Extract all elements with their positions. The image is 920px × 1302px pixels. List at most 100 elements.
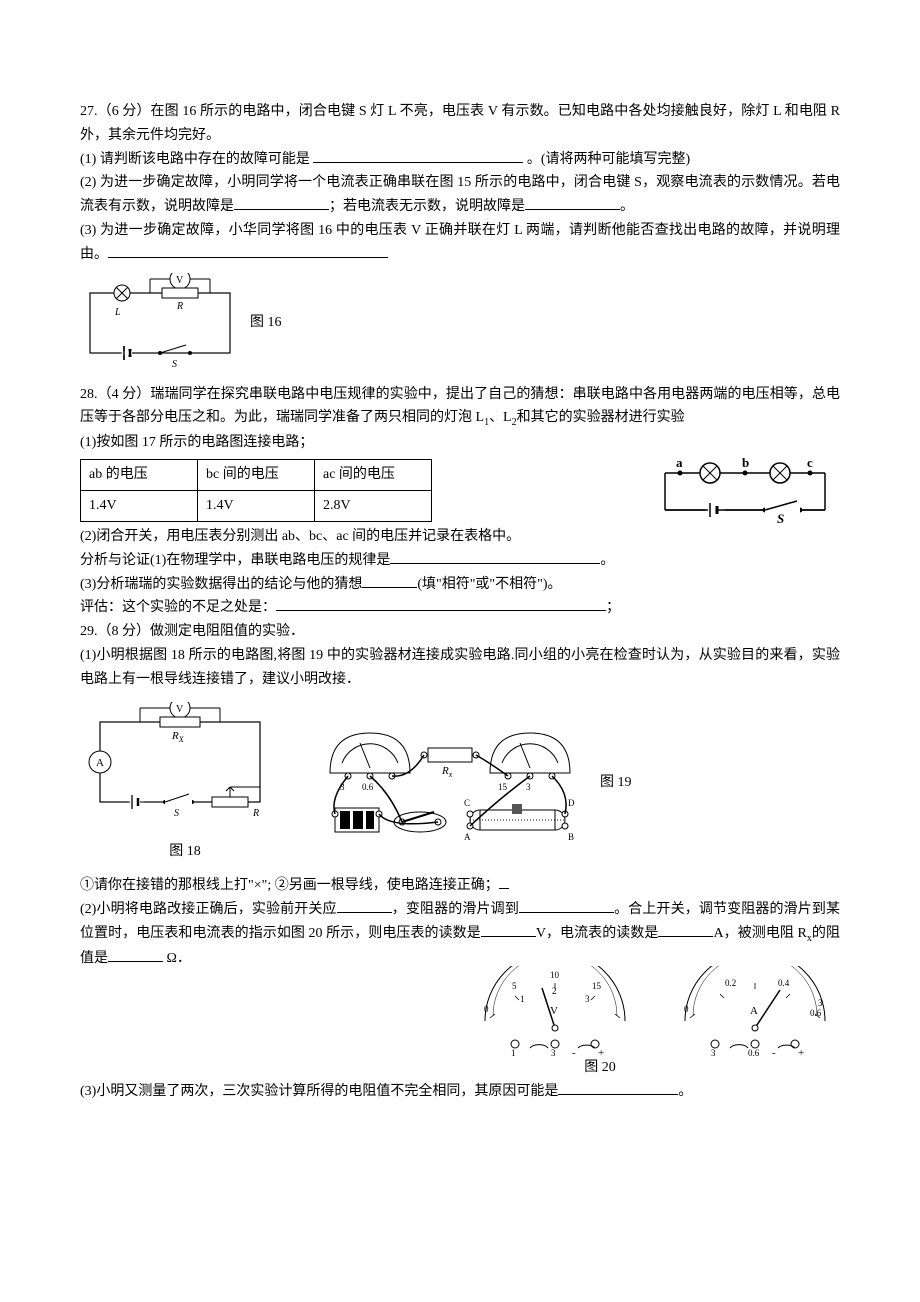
q27-p2-blank1[interactable] xyxy=(234,195,329,210)
q29-p2-d: V，电流表的读数是 xyxy=(536,926,659,941)
fig18-caption: 图 18 xyxy=(90,840,280,864)
q29-p2-blank1[interactable] xyxy=(337,898,392,913)
q27-stem: 27.（6 分）在图 16 所示的电路中，闭合电键 S 灯 L 不亮，电压表 V… xyxy=(80,100,840,148)
fig19-caption: 图 19 xyxy=(600,771,632,795)
svg-text:C: C xyxy=(464,798,470,808)
q28-p5: 评估：这个实验的不足之处是：； xyxy=(80,596,840,620)
table-header-bc: bc 间的电压 xyxy=(198,459,315,490)
q27-p1-blank[interactable] xyxy=(313,148,523,163)
svg-text:10: 10 xyxy=(550,970,560,980)
q29-p2-g: Ω． xyxy=(163,951,191,966)
q29-p2-blank2[interactable] xyxy=(519,898,614,913)
q28-table: ab 的电压 bc 间的电压 ac 间的电压 1.4V 1.4V 2.8V xyxy=(80,459,432,522)
q27-figure-row: L V R S xyxy=(80,273,840,373)
svg-text:R: R xyxy=(252,808,259,819)
svg-text:D: D xyxy=(568,798,575,808)
q29-p1b-blank[interactable] xyxy=(499,874,509,889)
svg-text:1: 1 xyxy=(520,994,525,1004)
q27-part1: (1) 请判断该电路中存在的故障可能是 。(请将两种可能填写完整) xyxy=(80,148,840,172)
svg-text:+: + xyxy=(798,1047,804,1056)
svg-text:V: V xyxy=(176,704,184,715)
svg-text:3: 3 xyxy=(585,994,590,1004)
q29-p2-e: A，被测电阻 R xyxy=(713,926,806,941)
table-header-ac: ac 间的电压 xyxy=(315,459,432,490)
q27-p2-blank2[interactable] xyxy=(525,195,620,210)
q29-p3-lead: (3)小明又测量了两次，三次实验计算所得的电阻值不完全相同，其原因可能是 xyxy=(80,1084,558,1099)
q28-stem-c: 和其它的实验器材进行实验 xyxy=(517,410,685,425)
q28-stem-b: 、L xyxy=(489,410,512,425)
svg-text:a: a xyxy=(676,455,683,470)
q28-p3: 分析与论证(1)在物理学中，串联电路电压的规律是。 xyxy=(80,549,840,573)
svg-text:0: 0 xyxy=(484,1004,489,1014)
circuit-fig18: V RX A S R xyxy=(80,702,280,832)
svg-text:5: 5 xyxy=(512,981,517,991)
q28-p4-blank[interactable] xyxy=(362,573,417,588)
circuit-fig17: a b c S xyxy=(650,455,840,525)
q29-p2-b: ，变阻器的滑片调到 xyxy=(392,902,519,917)
q29-stem: 29.（8 分）做测定电阻阻值的实验． xyxy=(80,620,840,644)
q29-meters: 0 5 10 1 2 15 3 V 1 3 - + 0 xyxy=(80,966,840,1056)
svg-text:S: S xyxy=(174,808,179,819)
svg-text:+: + xyxy=(598,1047,604,1056)
fig16-caption: 图 16 xyxy=(250,311,282,335)
table-row: ab 的电压 bc 间的电压 ac 间的电压 xyxy=(81,459,432,490)
svg-text:0: 0 xyxy=(684,1004,689,1014)
svg-text:0.6: 0.6 xyxy=(810,1008,822,1018)
svg-text:-: - xyxy=(772,1047,776,1056)
table-cell-ac: 2.8V xyxy=(315,490,432,521)
circuit-fig16: L V R S xyxy=(80,273,240,373)
svg-text:A: A xyxy=(750,1005,758,1017)
svg-text:b: b xyxy=(742,455,749,470)
svg-text:0.6: 0.6 xyxy=(748,1048,760,1056)
svg-text:1: 1 xyxy=(511,1048,516,1056)
svg-text:RX: RX xyxy=(171,730,185,744)
q27-p2-mid: ；若电流表无示数，说明故障是 xyxy=(329,199,525,214)
svg-text:0.4: 0.4 xyxy=(778,978,790,988)
q28-p1: (1)按如图 17 所示的电路图连接电路； xyxy=(80,431,840,455)
fig20-caption: 图 20 xyxy=(360,1056,840,1080)
q28-row: ab 的电压 bc 间的电压 ac 间的电压 1.4V 1.4V 2.8V a … xyxy=(80,455,840,525)
svg-text:A: A xyxy=(464,832,471,842)
svg-text:0.2: 0.2 xyxy=(725,978,736,988)
svg-text:15: 15 xyxy=(498,782,508,792)
q29-p2-blank4[interactable] xyxy=(658,922,713,937)
q29-p3-blank[interactable] xyxy=(558,1080,678,1095)
svg-text:V: V xyxy=(176,275,184,286)
q29-p2: (2)小明将电路改接正确后，实验前开关应，变阻器的滑片调到。合上开关，调节变阻器… xyxy=(80,898,840,970)
table-cell-bc: 1.4V xyxy=(198,490,315,521)
q28-p5-tail: ； xyxy=(606,600,620,615)
svg-text:R: R xyxy=(176,301,183,312)
svg-text:B: B xyxy=(568,832,574,842)
q29-p1b-text: ①请你在接错的那根线上打"×"; ②另画一根导线，使电路连接正确； xyxy=(80,878,499,893)
q28-p5-blank[interactable] xyxy=(276,596,606,611)
q28-p4: (3)分析瑞瑞的实验数据得出的结论与他的猜想(填"相符"或"不相符")。 xyxy=(80,573,840,597)
svg-text:L: L xyxy=(114,307,121,318)
fig19-wrap: 30.6 Rx 153 xyxy=(320,718,632,848)
q27-p1-lead: (1) 请判断该电路中存在的故障可能是 xyxy=(80,152,313,167)
voltmeter-dial: 0 5 10 1 2 15 3 V 1 3 - + xyxy=(470,966,640,1056)
q29-p3: (3)小明又测量了两次，三次实验计算所得的电阻值不完全相同，其原因可能是。 xyxy=(80,1080,840,1104)
q28-p3-lead: 分析与论证(1)在物理学中，串联电路电压的规律是 xyxy=(80,553,390,568)
svg-text:S: S xyxy=(172,359,177,370)
q27-p1-tail: 。(请将两种可能填写完整) xyxy=(523,152,690,167)
svg-text:2: 2 xyxy=(552,986,557,996)
q27-p3-blank[interactable] xyxy=(108,243,388,258)
q29-p2-a: (2)小明将电路改接正确后，实验前开关应 xyxy=(80,902,337,917)
svg-text:3: 3 xyxy=(818,998,823,1008)
ammeter-dial: 0 0.2 0.4 3 0.6 A 3 0.6 - + xyxy=(670,966,840,1056)
q28-p2: (2)闭合开关，用电压表分别测出 ab、bc、ac 间的电压并记录在表格中。 xyxy=(80,525,840,549)
table-cell-ab: 1.4V xyxy=(81,490,198,521)
q28-p3-blank[interactable] xyxy=(390,549,600,564)
q27-part2: (2) 为进一步确定故障，小明同学将一个电流表正确串联在图 15 所示的电路中，… xyxy=(80,171,840,219)
svg-text:3: 3 xyxy=(711,1048,716,1056)
svg-text:A: A xyxy=(96,757,104,769)
q29-p2-blank5[interactable] xyxy=(108,947,163,962)
q29-p1b: ①请你在接错的那根线上打"×"; ②另画一根导线，使电路连接正确； xyxy=(80,874,840,898)
q29-p1: (1)小明根据图 18 所示的电路图,将图 19 中的实验器材连接成实验电路.同… xyxy=(80,644,840,692)
svg-text:S: S xyxy=(777,511,784,525)
q29-p2-blank3[interactable] xyxy=(481,922,536,937)
table-header-ab: ab 的电压 xyxy=(81,459,198,490)
q28-stem-a: 28.（4 分）瑞瑞同学在探究串联电路中电压规律的实验中，提出了自己的猜想：串联… xyxy=(80,387,840,426)
q28-stem: 28.（4 分）瑞瑞同学在探究串联电路中电压规律的实验中，提出了自己的猜想：串联… xyxy=(80,383,840,432)
svg-text:c: c xyxy=(807,455,813,470)
